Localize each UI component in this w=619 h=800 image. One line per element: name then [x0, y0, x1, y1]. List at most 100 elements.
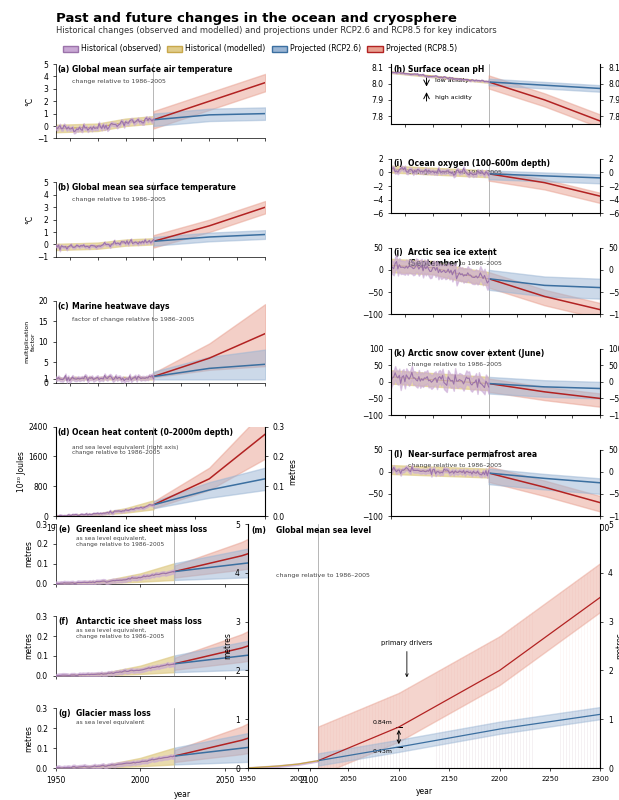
Bar	[405, 738, 406, 768]
Bar	[384, 742, 385, 768]
Bar	[599, 564, 600, 768]
Bar	[384, 698, 385, 768]
Y-axis label: metres: metres	[24, 540, 33, 567]
Text: (j): (j)	[393, 249, 402, 258]
X-axis label: year: year	[152, 538, 169, 547]
Text: (h): (h)	[393, 65, 405, 74]
Y-axis label: metres: metres	[288, 458, 297, 485]
Text: primary drivers: primary drivers	[381, 640, 433, 677]
Bar	[517, 719, 518, 768]
Text: change relative to 1986–2005: change relative to 1986–2005	[408, 261, 501, 266]
Bar	[442, 669, 443, 768]
Bar	[393, 695, 394, 768]
Bar	[333, 750, 334, 768]
Bar	[342, 717, 343, 768]
Bar	[475, 726, 476, 768]
Bar	[381, 742, 382, 768]
Bar	[372, 704, 373, 768]
Bar	[454, 662, 455, 768]
Bar	[396, 740, 397, 768]
Bar	[511, 720, 512, 768]
Bar	[484, 645, 485, 768]
Bar	[560, 592, 561, 768]
Bar	[590, 709, 591, 768]
Bar	[354, 711, 355, 768]
Bar	[363, 746, 364, 768]
Text: change relative to 1986–2005: change relative to 1986–2005	[408, 170, 501, 174]
Text: Ocean oxygen (100–600m depth): Ocean oxygen (100–600m depth)	[408, 159, 550, 169]
Bar	[487, 643, 488, 768]
Text: (i): (i)	[393, 159, 402, 169]
Bar	[345, 715, 346, 768]
Bar	[490, 642, 491, 768]
Bar	[420, 736, 422, 768]
Text: Global mean sea surface temperature: Global mean sea surface temperature	[72, 183, 236, 192]
Bar	[572, 583, 573, 768]
Text: change relative to 1986–2005: change relative to 1986–2005	[408, 463, 501, 468]
Bar	[360, 746, 361, 768]
Bar	[599, 707, 600, 768]
Legend: Historical (observed), Historical (modelled), Projected (RCP2.6), Projected (RCP: Historical (observed), Historical (model…	[59, 42, 460, 57]
Text: and sea level equivalent (right axis)
change relative to 1986–2005: and sea level equivalent (right axis) ch…	[72, 445, 179, 455]
Bar	[451, 663, 452, 768]
Text: 0.43m: 0.43m	[373, 749, 393, 754]
Text: Antarctic ice sheet mass loss: Antarctic ice sheet mass loss	[76, 617, 202, 626]
Bar	[502, 722, 503, 768]
Y-axis label: metres: metres	[616, 633, 619, 659]
Bar	[584, 574, 585, 768]
Bar	[502, 634, 503, 768]
Bar	[532, 612, 534, 768]
Text: Global mean sea level: Global mean sea level	[276, 526, 371, 535]
Bar	[529, 718, 530, 768]
Bar	[357, 746, 358, 768]
Text: Marine heatwave days: Marine heatwave days	[72, 302, 170, 310]
Bar	[493, 722, 494, 768]
Bar	[487, 724, 488, 768]
Bar	[466, 655, 467, 768]
Bar	[535, 716, 536, 768]
Y-axis label: °C: °C	[25, 97, 34, 106]
Text: (k): (k)	[393, 350, 405, 358]
Y-axis label: °C: °C	[25, 215, 34, 224]
Bar	[551, 599, 552, 768]
Bar	[581, 710, 582, 768]
Bar	[593, 708, 594, 768]
Bar	[535, 610, 536, 768]
Bar	[493, 640, 494, 768]
Text: Arctic sea ice extent
(September): Arctic sea ice extent (September)	[408, 249, 496, 268]
Bar	[348, 714, 349, 768]
Bar	[593, 568, 594, 768]
Bar	[378, 743, 379, 768]
Bar	[481, 646, 482, 768]
Bar	[354, 747, 355, 768]
Text: 0.84m: 0.84m	[373, 720, 393, 725]
Bar	[426, 677, 428, 768]
Text: change relative to 1986–2005: change relative to 1986–2005	[72, 79, 167, 84]
Bar	[339, 718, 340, 768]
Text: Global mean surface air temperature: Global mean surface air temperature	[72, 65, 233, 74]
Bar	[451, 730, 452, 768]
Bar	[345, 749, 346, 768]
Bar	[556, 714, 558, 768]
Bar	[475, 650, 476, 768]
Y-axis label: metres: metres	[223, 633, 232, 659]
Bar	[318, 726, 319, 768]
Bar	[381, 700, 382, 768]
Bar	[396, 694, 397, 768]
Bar	[336, 750, 337, 768]
Bar	[484, 724, 485, 768]
Bar	[560, 713, 561, 768]
Bar	[499, 636, 500, 768]
Bar	[318, 754, 319, 768]
Bar	[553, 597, 555, 768]
Text: as sea level equivalent: as sea level equivalent	[76, 720, 144, 726]
Bar	[363, 707, 364, 768]
Bar	[369, 705, 370, 768]
Bar	[499, 722, 500, 768]
Bar	[420, 680, 422, 768]
Bar	[481, 725, 482, 768]
Bar	[532, 717, 534, 768]
Text: as sea level equivalent,
change relative to 1986–2005: as sea level equivalent, change relative…	[76, 628, 164, 639]
Bar	[514, 719, 515, 768]
Text: (f): (f)	[58, 617, 69, 626]
